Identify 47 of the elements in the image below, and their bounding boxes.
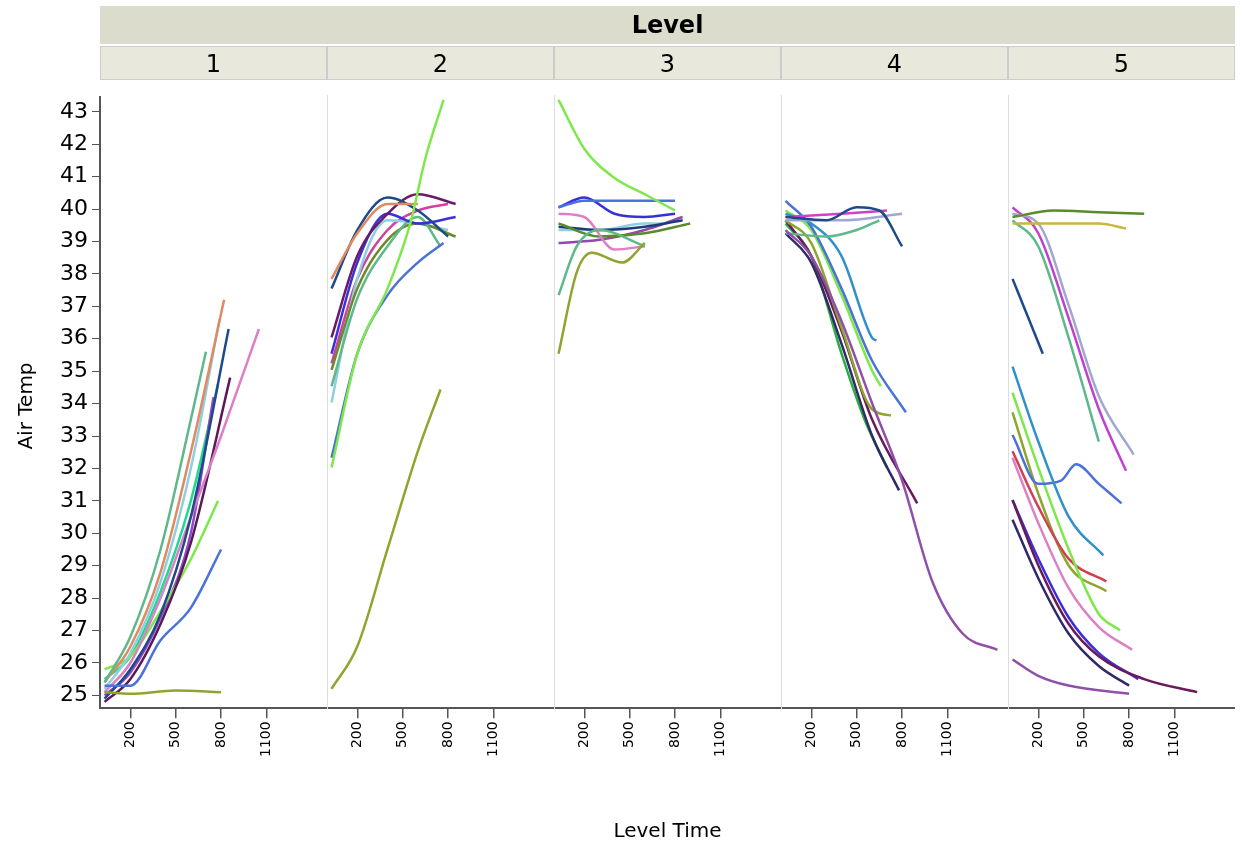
x-tick-label: 800: [665, 721, 682, 749]
y-tick-label: 33: [60, 421, 88, 447]
y-tick-label: 28: [60, 583, 88, 609]
x-tick-label: 500: [1074, 721, 1091, 749]
x-tick-label: 1100: [938, 721, 955, 758]
y-tick-label: 31: [60, 486, 88, 512]
y-tick-label: 40: [60, 194, 88, 220]
x-axis-title: Level Time: [612, 818, 723, 842]
x-tick-label: 200: [801, 721, 818, 749]
y-tick-label: 30: [60, 519, 88, 545]
y-tick-label: 43: [60, 97, 88, 123]
x-tick-label: 1100: [1165, 721, 1182, 758]
y-tick-label: 41: [60, 162, 88, 188]
y-tick-label: 26: [60, 648, 88, 674]
x-tick-label: 800: [892, 721, 909, 749]
x-tick-label: 800: [1119, 721, 1136, 749]
y-tick-label: 35: [60, 356, 88, 382]
chart-title: 4: [781, 46, 1008, 80]
y-tick-label: 29: [60, 551, 88, 577]
y-axis-title: Air Temp: [13, 362, 38, 450]
chart-title: 2: [327, 46, 554, 80]
y-tick-label: 34: [60, 389, 88, 415]
y-tick-label: 32: [60, 454, 88, 480]
y-tick-label: 25: [60, 681, 88, 707]
x-tick-label: 500: [620, 721, 637, 749]
y-tick-label: 39: [60, 227, 88, 253]
x-tick-label: 500: [166, 721, 183, 749]
chart-subtitle: Level: [100, 6, 1235, 44]
x-tick-label: 800: [211, 721, 228, 749]
x-tick-label: 500: [847, 721, 864, 749]
x-tick-label: 500: [393, 721, 410, 749]
chart-title: 5: [1008, 46, 1235, 80]
x-tick-label: 1100: [711, 721, 728, 758]
x-tick-label: 200: [120, 721, 137, 749]
chart-title: 3: [554, 46, 781, 80]
x-tick-label: 800: [438, 721, 455, 749]
y-tick-label: 42: [60, 129, 88, 155]
x-tick-label: 200: [1028, 721, 1045, 749]
x-tick-label: 200: [574, 721, 591, 749]
y-tick-label: 38: [60, 259, 88, 285]
y-tick-label: 27: [60, 616, 88, 642]
chart-title: 1: [100, 46, 327, 80]
x-tick-label: 1100: [484, 721, 501, 758]
y-tick-label: 36: [60, 324, 88, 350]
x-tick-label: 200: [347, 721, 364, 749]
y-tick-label: 37: [60, 292, 88, 318]
x-tick-label: 1100: [257, 721, 274, 758]
